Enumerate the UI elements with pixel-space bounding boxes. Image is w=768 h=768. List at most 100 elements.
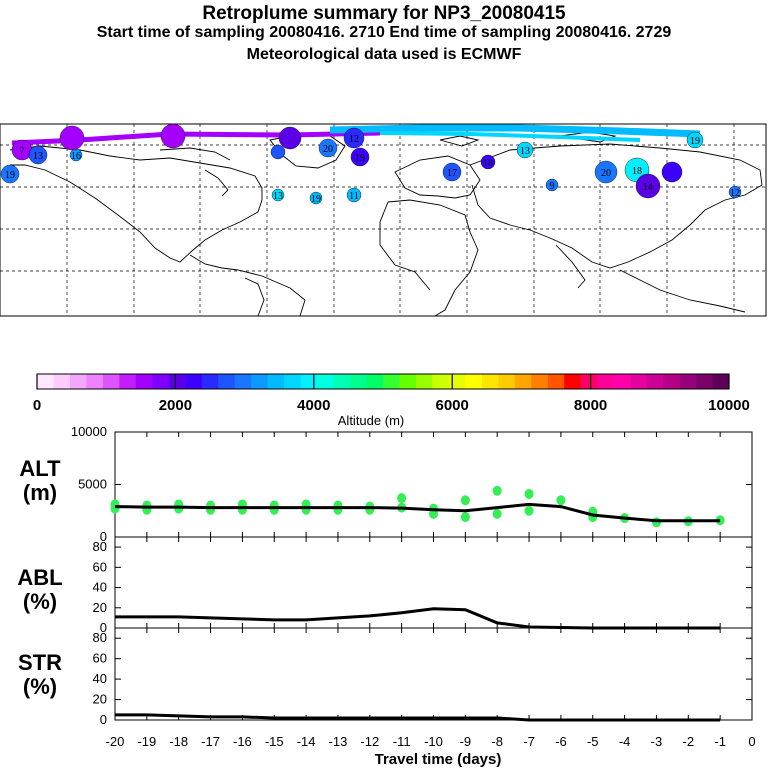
y-tick-label: 60 — [93, 651, 107, 666]
trajectory-dot — [28, 145, 48, 165]
trajectory-dot — [442, 162, 462, 182]
trajectory-dot — [346, 187, 362, 203]
x-tick-label: -17 — [201, 734, 220, 749]
altitude-point — [492, 485, 502, 496]
panel-alt: ALT(m) 10000 5000 0 — [19, 424, 753, 544]
dot-label: 11 — [349, 191, 359, 202]
altitude-colorbar: 0 2000 4000 6000 8000 10000 Altitude (m) — [33, 373, 750, 428]
panel-yunit: (m) — [23, 480, 57, 505]
colorbar-swatch — [597, 374, 614, 389]
world-map: 7 13 19 16 12 20 19 13 19 11 17 18 13 9 20 18 19 12 14 — [0, 123, 767, 317]
sampling-time-line: Start time of sampling 20080416. 2710 En… — [96, 24, 672, 41]
trajectory-dot — [59, 125, 85, 151]
x-tick-label: -12 — [360, 734, 379, 749]
x-tick-label: -13 — [329, 734, 348, 749]
colorbar-swatch — [267, 374, 285, 389]
colorbar-swatch — [465, 374, 483, 389]
altitude-point — [460, 512, 470, 523]
panel-ylabel: ALT — [19, 456, 61, 481]
panel-abl: ABL(%) 80 60 40 20 0 — [17, 536, 753, 635]
trajectory-path — [379, 131, 641, 142]
trajectory-path — [329, 124, 701, 138]
altitude-point — [524, 505, 534, 516]
colorbar-swatch — [531, 374, 549, 389]
x-tick-label: -4 — [619, 734, 631, 749]
x-axis-title: Travel time (days) — [375, 751, 502, 768]
dot-label: 13 — [33, 151, 43, 162]
x-tick-label: -14 — [297, 734, 316, 749]
colorbar-swatch — [218, 374, 236, 389]
trajectory-dot — [516, 141, 534, 159]
colorbar-swatch — [646, 374, 664, 389]
panel-ylabel: STR — [18, 650, 62, 675]
colorbar-tick-label: 0 — [33, 397, 41, 414]
altitude-point — [397, 493, 407, 504]
colorbar-swatch — [86, 374, 104, 389]
panel-str: STR(%) 80 60 40 20 0 — [18, 627, 753, 727]
series-line — [115, 713, 721, 722]
trajectory-dot — [278, 126, 302, 150]
colorbar-swatch — [415, 374, 433, 389]
trajectory-dot — [343, 127, 365, 149]
altitude-point — [460, 495, 470, 506]
y-tick-label: 80 — [93, 539, 107, 554]
x-tick-label: -18 — [169, 734, 188, 749]
colorbar-swatch — [37, 374, 54, 389]
dot-label: 7 — [20, 146, 25, 157]
x-tick-label: -1 — [714, 734, 726, 749]
trajectory-dot — [728, 185, 742, 199]
x-tick-label: -16 — [233, 734, 252, 749]
colorbar-swatch — [547, 374, 565, 389]
x-tick-label: 0 — [748, 734, 755, 749]
trajectory-dot — [545, 178, 559, 192]
colorbar-tick-label: 2000 — [159, 397, 192, 414]
y-tick-label: 20 — [93, 692, 107, 707]
dot-label: 19 — [355, 153, 365, 164]
colorbar-swatch — [201, 374, 219, 389]
trajectory-dot — [594, 160, 618, 184]
dot-label: 9 — [550, 181, 555, 192]
colorbar-swatch — [613, 374, 631, 389]
panel-yunit: (%) — [23, 589, 57, 614]
colorbar-swatch — [251, 374, 268, 389]
colorbar-swatch — [366, 374, 384, 389]
panel-frame — [114, 536, 753, 629]
x-tick-label: -6 — [555, 734, 567, 749]
altitude-point — [492, 508, 502, 519]
y-tick-label: 0 — [100, 529, 107, 544]
x-tick-label: -19 — [137, 734, 156, 749]
colorbar-swatch — [185, 374, 203, 389]
chart-title: Retroplume summary for NP3_20080415 — [202, 3, 566, 24]
trajectory-dot — [271, 188, 285, 202]
trajectory-dot — [635, 173, 661, 199]
x-tick-label: -15 — [265, 734, 284, 749]
panel-frame — [114, 627, 753, 721]
trajectory-dot — [661, 161, 683, 183]
y-tick-label: 0 — [100, 712, 107, 727]
x-tick-label: -10 — [424, 734, 443, 749]
colorbar-swatch — [284, 374, 301, 389]
trajectory-dot — [350, 147, 370, 167]
colorbar-swatch — [399, 374, 417, 389]
dot-label: 17 — [447, 168, 457, 179]
coastlines — [9, 131, 763, 317]
trajectory-dot — [270, 144, 286, 160]
colorbar-swatch — [514, 374, 532, 389]
colorbar-swatch — [630, 374, 647, 389]
colorbar-swatch — [432, 374, 450, 389]
x-tick-label: -5 — [587, 734, 599, 749]
y-tick-label: 40 — [93, 671, 107, 686]
colorbar-tick-label: 4000 — [297, 397, 330, 414]
colorbar-swatch — [234, 374, 252, 389]
altitude-point — [556, 495, 566, 506]
colorbar-swatch — [102, 374, 120, 389]
trajectory-dot — [160, 123, 186, 149]
dot-label: 12 — [730, 188, 740, 199]
y-tick-label: 40 — [93, 580, 107, 595]
altitude-point — [174, 503, 184, 514]
colorbar-swatch — [333, 374, 351, 389]
colorbar-swatch — [448, 374, 466, 389]
dot-label: 19 — [311, 194, 321, 205]
colorbar-swatch — [300, 374, 318, 389]
